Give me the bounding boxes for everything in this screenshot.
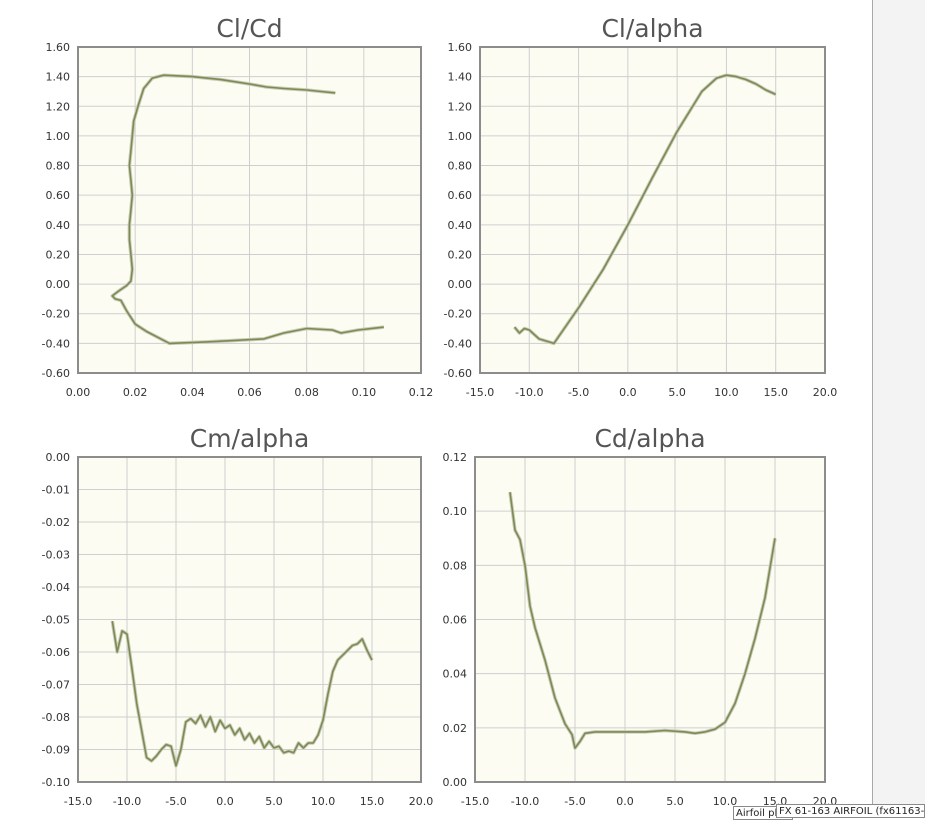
y-tick-label: -0.05 [42,614,70,627]
x-tick-label: -5.0 [165,795,186,808]
x-tick-label: 0.00 [66,386,91,399]
y-tick-label: -0.08 [42,711,70,724]
x-tick-label: -15.0 [466,386,494,399]
chart-title: Cd/alpha [594,424,705,453]
x-tick-label: 5.0 [265,795,283,808]
chart-2: -15.0 -10.0 -5.0 0.0 5.0 10.0 15.0 20.0 -0.60 -0.… [444,14,838,399]
x-tick-label: -5.0 [568,386,589,399]
y-tick-label: 0.40 [46,219,71,232]
y-tick-label: -0.06 [42,646,70,659]
x-tick-label: 0.02 [123,386,148,399]
y-tick-label: -0.09 [42,744,70,757]
y-tick-label: -0.03 [42,549,70,562]
y-tick-label: 1.40 [46,71,71,84]
chart-title: Cl/Cd [216,14,282,43]
x-tick-label: 10.0 [311,795,336,808]
x-tick-label: 5.0 [668,386,686,399]
chart-4: -15.0 -10.0 -5.0 0.0 5.0 10.0 15.0 20.00.000.02… [443,424,838,808]
y-tick-label: 0.04 [443,668,468,681]
series-line [111,620,373,767]
y-tick-label: 0.06 [443,614,468,627]
y-tick-label: -0.10 [42,776,70,789]
x-tick-label: 0.04 [180,386,205,399]
x-tick-label: -10.0 [511,795,539,808]
y-tick-label: -0.20 [444,308,472,321]
y-tick-label: -0.07 [42,679,70,692]
y-tick-label: 0.08 [443,559,468,572]
plot-frame [479,46,826,374]
x-tick-label: 0.0 [616,795,634,808]
y-tick-label: 1.20 [448,100,473,113]
x-tick-label: 10.0 [713,795,738,808]
y-tick-label: 0.80 [46,160,71,173]
y-tick-label: -0.04 [42,581,70,594]
charts-canvas: 0.00 0.02 0.04 0.06 0.08 0.10 0.12 -0.60 -0.40 -0… [42,14,838,808]
right-sidebar [872,0,925,818]
x-tick-label: -5.0 [564,795,585,808]
plot-frame [77,46,422,374]
y-tick-label: 0.60 [46,189,71,202]
x-tick-label: 0.0 [216,795,234,808]
y-tick-label: 1.20 [46,100,71,113]
chart-3: -15.0 -10.0 -5.0 0.0 5.0 10.0 15.0 20.0 -0.10 -0.… [42,424,434,808]
y-tick-label: 1.00 [46,130,71,143]
y-tick-label: 0.80 [448,160,473,173]
y-tick-label: 1.00 [448,130,473,143]
y-tick-label: 1.40 [448,71,473,84]
y-tick-label: -0.02 [42,516,70,529]
y-tick-label: 0.00 [46,278,71,291]
x-tick-label: 15.0 [360,795,385,808]
y-tick-label: 0.20 [448,248,473,261]
x-tick-label: 0.08 [294,386,319,399]
y-tick-label: 1.60 [448,41,473,54]
plot-frame [474,456,826,783]
y-tick-label: 0.00 [46,451,71,464]
x-tick-label: 0.12 [409,386,434,399]
series-line [513,74,777,345]
y-tick-label: 0.20 [46,248,71,261]
x-tick-label: 0.0 [619,386,637,399]
series-line [111,74,384,345]
y-tick-label: -0.40 [42,337,70,350]
y-tick-label: -0.60 [444,367,472,380]
x-tick-label: 5.0 [666,795,684,808]
x-tick-label: -10.0 [515,386,543,399]
x-tick-label: 15.0 [763,386,788,399]
y-tick-label: 0.12 [443,451,468,464]
y-tick-label: 1.60 [46,41,71,54]
y-tick-label: -0.01 [42,484,70,497]
plot-area [480,47,825,373]
x-tick-label: 0.06 [237,386,262,399]
x-tick-label: 0.10 [352,386,377,399]
y-tick-label: 0.40 [448,219,473,232]
y-tick-label: 0.02 [443,722,468,735]
y-tick-label: 0.60 [448,189,473,202]
airfoil-tooltip: FX 61-163 AIRFOIL (fx61163-il) [776,804,925,818]
y-tick-label: -0.40 [444,337,472,350]
x-tick-label: -15.0 [461,795,489,808]
chart-title: Cl/alpha [601,14,703,43]
y-tick-label: 0.00 [448,278,473,291]
series-line [509,492,776,749]
x-tick-label: 20.0 [813,386,838,399]
x-tick-label: -15.0 [64,795,92,808]
x-tick-label: 10.0 [714,386,739,399]
y-tick-label: -0.20 [42,308,70,321]
chart-1: 0.00 0.02 0.04 0.06 0.08 0.10 0.12 -0.60 -0.40 -0… [42,14,434,399]
y-tick-label: 0.10 [443,505,468,518]
chart-title: Cm/alpha [190,424,310,453]
plot-frame [77,456,422,783]
x-tick-label: 20.0 [409,795,434,808]
y-tick-label: 0.00 [443,776,468,789]
x-tick-label: -10.0 [113,795,141,808]
y-tick-label: -0.60 [42,367,70,380]
